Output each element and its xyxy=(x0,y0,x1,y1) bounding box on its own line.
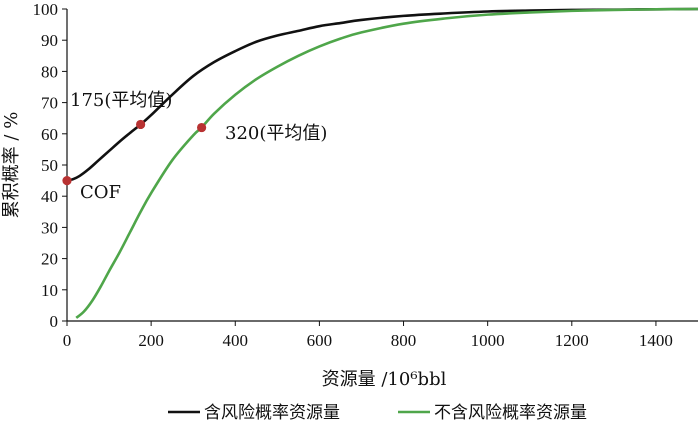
x-tick-label: 1000 xyxy=(471,331,505,350)
annotation-cof: COF xyxy=(80,182,121,203)
y-tick-label: 10 xyxy=(41,281,58,300)
series-line-0 xyxy=(66,7,699,182)
x-tick-label: 400 xyxy=(223,331,249,350)
series-line-1 xyxy=(75,7,699,319)
y-tick-label: 80 xyxy=(41,62,58,81)
y-tick-label: 70 xyxy=(41,94,58,113)
y-tick-label: 20 xyxy=(41,250,58,269)
y-tick-label: 0 xyxy=(50,312,59,331)
legend-label-unrisked: 不含风险概率资源量 xyxy=(434,403,587,423)
legend: 含风险概率资源量 不含风险概率资源量 xyxy=(168,403,587,423)
y-tick-label: 30 xyxy=(41,218,58,237)
annotation-mean-unrisked: 320(平均值) xyxy=(225,123,327,144)
y-tick-label: 90 xyxy=(41,31,58,50)
x-tick-label: 200 xyxy=(138,331,164,350)
axes xyxy=(66,9,698,322)
plot-lines xyxy=(66,7,699,319)
data-points xyxy=(62,119,207,186)
x-tick-label: 600 xyxy=(307,331,333,350)
x-axis-title: 资源量 /10⁶bbl xyxy=(322,369,447,390)
x-tick-label: 1400 xyxy=(639,331,673,350)
x-tick-label: 1200 xyxy=(555,331,589,350)
y-tick-label: 100 xyxy=(33,0,59,19)
y-tick-label: 50 xyxy=(41,156,58,175)
marker-point-2 xyxy=(197,122,207,133)
y-tick-label: 40 xyxy=(41,187,58,206)
annotation-mean-risked: 175(平均值) xyxy=(70,90,172,111)
marker-point-1 xyxy=(136,119,146,130)
y-tick-label: 60 xyxy=(41,125,58,144)
y-axis-title: 累积概率 / % xyxy=(1,112,22,219)
x-tick-label: 0 xyxy=(63,331,72,350)
x-tick-label: 800 xyxy=(391,331,417,350)
marker-point-0 xyxy=(62,176,72,186)
legend-label-risked: 含风险概率资源量 xyxy=(204,403,340,423)
